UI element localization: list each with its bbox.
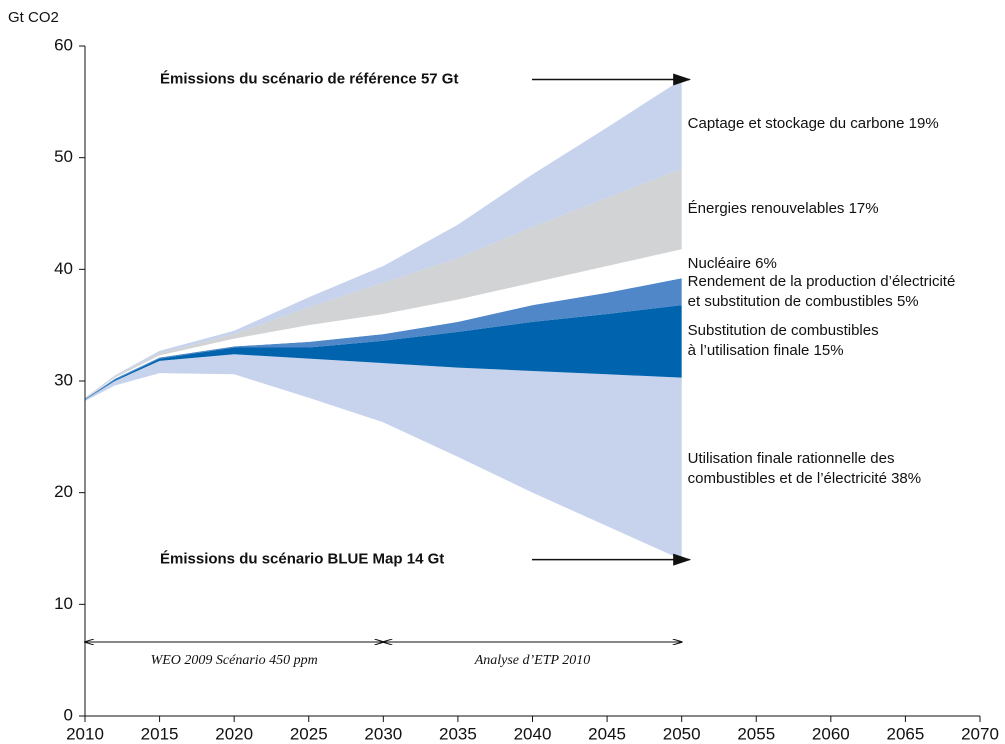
x-tick-label: 2065 xyxy=(887,724,925,743)
y-tick-label: 40 xyxy=(54,259,73,278)
x-tick-label: 2070 xyxy=(961,724,999,743)
area xyxy=(85,305,682,400)
x-tick-label: 2035 xyxy=(439,724,477,743)
x-tick-label: 2025 xyxy=(290,724,328,743)
y-tick-label: 20 xyxy=(54,482,73,501)
x-tick-label: 2010 xyxy=(66,724,104,743)
x-tick-label: 2050 xyxy=(663,724,701,743)
series-label: Nucléaire 6% xyxy=(687,254,777,272)
x-tick-label: 2055 xyxy=(737,724,775,743)
y-tick-label: 0 xyxy=(64,705,73,724)
x-tick-label: 2045 xyxy=(588,724,626,743)
y-axis-label: Gt CO2 xyxy=(8,9,59,26)
x-tick-label: 2020 xyxy=(215,724,253,743)
series-label: Énergies renouvelables 17% xyxy=(687,200,879,218)
x-tick-label: 2030 xyxy=(364,724,402,743)
series-label: Utilisation finale rationnelle des combu… xyxy=(687,449,922,487)
y-tick-label: 30 xyxy=(54,370,73,389)
area xyxy=(85,278,682,400)
areas xyxy=(85,79,682,560)
y-tick-label: 60 xyxy=(54,35,73,54)
x-tick-label: 2015 xyxy=(141,724,179,743)
annotation: Émissions du scénario de référence 57 Gt xyxy=(160,70,458,87)
y-tick-label: 50 xyxy=(54,147,73,166)
y-tick-label: 10 xyxy=(54,594,73,613)
period-label: Analyse d’ETP 2010 xyxy=(474,653,591,668)
x-tick-label: 2060 xyxy=(812,724,850,743)
series-label: Rendement de la production d’électricité… xyxy=(687,272,956,310)
series-label: Captage et stockage du carbone 19% xyxy=(687,115,939,133)
period-label: WEO 2009 Scénario 450 ppm xyxy=(151,653,318,668)
area xyxy=(85,249,682,399)
series-label: Substitution de combustibles à l’utilisa… xyxy=(687,322,879,360)
area xyxy=(85,168,682,399)
x-tick-label: 2040 xyxy=(514,724,552,743)
area xyxy=(85,354,682,560)
annotation: Émissions du scénario BLUE Map 14 Gt xyxy=(160,551,444,568)
